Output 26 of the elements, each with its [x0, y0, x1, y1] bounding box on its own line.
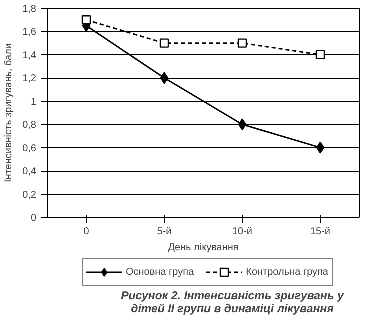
point [316, 50, 326, 60]
legend-label: Контрольна група [246, 266, 328, 278]
point [160, 38, 170, 48]
y-tick-label: 1,2 [22, 74, 37, 85]
point [238, 38, 248, 48]
legend-label: Основна група [126, 266, 194, 278]
y-tick-label: 0 [30, 213, 37, 224]
y-axis-title: Інтенсивність зригувань, бали [4, 44, 15, 182]
x-tick-label: 5-й [157, 226, 172, 238]
point [160, 72, 169, 84]
x-tick-label: 15-й [310, 226, 331, 238]
y-tick-label: 1,8 [22, 4, 37, 15]
point [82, 16, 92, 25]
y-tick-label: 1,4 [22, 50, 37, 62]
point [238, 118, 247, 131]
y-tick-label: 0,6 [22, 143, 37, 154]
y-tick-label: 1 [30, 96, 37, 108]
y-tick-label: 1,6 [22, 27, 37, 38]
y-tick-label: 0,2 [22, 190, 37, 201]
y-tick-label: 0,8 [22, 120, 37, 132]
x-axis-title: День лікування [168, 242, 239, 254]
point [316, 142, 325, 154]
y-tick-label: 0,4 [22, 166, 37, 178]
text: Рисунок 2. Інтенсивність зригувань у дітей ІІ групи в динаміці лікування [121, 290, 345, 316]
x-tick-label: 0 [84, 226, 90, 238]
x-tick-label: 10-й [232, 226, 253, 238]
